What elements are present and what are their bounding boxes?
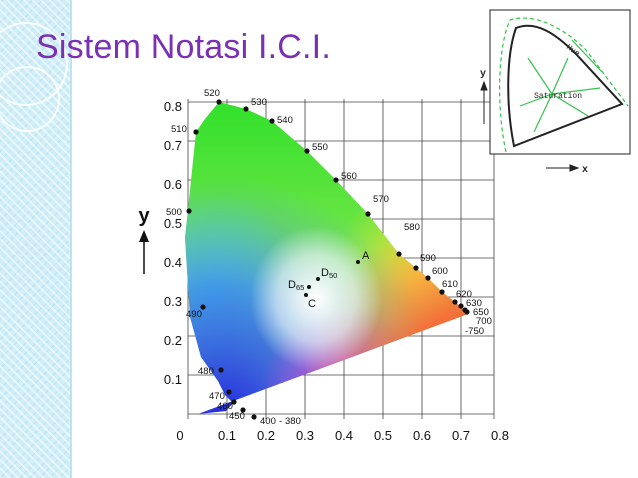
wavelength-label: 630 bbox=[466, 298, 482, 309]
inset-locus-outline bbox=[499, 17, 629, 153]
y-tick-label: 0.7 bbox=[164, 138, 182, 153]
y-tick-label: 0.6 bbox=[164, 177, 182, 192]
inset-saturation-label: Saturation bbox=[534, 92, 582, 101]
hue-saturation-inset-diagram: Hue Saturation y x bbox=[480, 9, 631, 176]
wavelength-label: -750 bbox=[465, 326, 484, 337]
illuminant-a-label: A bbox=[362, 250, 370, 262]
cie-chromaticity-diagram: 0 0.1 0.2 0.3 0.4 0.5 0.6 0.7 0.8 0.1 0.… bbox=[138, 88, 509, 443]
x-tick-label: 0.8 bbox=[491, 428, 509, 443]
wavelength-label: 700 bbox=[476, 316, 492, 327]
wavelength-label: 480 bbox=[198, 366, 214, 377]
y-axis-arrow-icon bbox=[139, 230, 149, 274]
decorative-circle bbox=[0, 66, 60, 132]
decorative-side-strip bbox=[0, 0, 72, 478]
y-tick-label: 0.8 bbox=[164, 99, 182, 114]
y-tick-label: 0.4 bbox=[164, 255, 182, 270]
illuminant-d50-label: D bbox=[321, 267, 329, 279]
y-tick-label: 0.2 bbox=[164, 333, 182, 348]
wavelength-label: 510 bbox=[171, 124, 187, 135]
y-tick-label: 0.1 bbox=[164, 372, 182, 387]
x-tick-label: 0.3 bbox=[296, 428, 314, 443]
wavelength-label: 650 bbox=[473, 307, 489, 318]
wavelength-label: 580 bbox=[404, 222, 420, 233]
wavelength-label: 460 bbox=[217, 401, 233, 412]
wavelength-label: 540 bbox=[277, 115, 293, 126]
wavelength-label: 500 bbox=[166, 207, 182, 218]
illuminant-d50-subscript: 50 bbox=[329, 271, 337, 280]
wavelength-label: 530 bbox=[251, 97, 267, 108]
wavelength-label: 450 bbox=[229, 411, 245, 422]
wavelength-label: 620 bbox=[456, 289, 472, 300]
x-tick-label: 0.4 bbox=[335, 428, 353, 443]
wavelength-label: 490 bbox=[186, 309, 202, 320]
wavelength-label: 550 bbox=[312, 142, 328, 153]
illuminant-points bbox=[304, 260, 360, 297]
wavelength-label: 470 bbox=[209, 391, 225, 402]
wavelength-label: 570 bbox=[373, 194, 389, 205]
illuminant-c-label: C bbox=[308, 298, 316, 310]
x-tick-label: 0.1 bbox=[218, 428, 236, 443]
wavelength-label: 590 bbox=[420, 253, 436, 264]
x-tick-label: 0.6 bbox=[413, 428, 431, 443]
inset-axes bbox=[480, 80, 580, 172]
wavelength-label: - bbox=[279, 416, 282, 427]
wavelength-label: 400 bbox=[260, 416, 276, 427]
slide-title: Sistem Notasi I.C.I. bbox=[36, 28, 331, 66]
spectral-locus-points bbox=[186, 99, 470, 420]
inset-x-label: x bbox=[582, 165, 588, 176]
wavelength-label: 610 bbox=[442, 279, 458, 290]
x-tick-label: 0.5 bbox=[374, 428, 392, 443]
y-tick-label: 0.3 bbox=[164, 294, 182, 309]
wavelength-label: 520 bbox=[204, 88, 220, 99]
wavelength-label: 380 bbox=[285, 416, 301, 427]
inset-arrows bbox=[519, 39, 603, 133]
x-tick-label: 0 bbox=[176, 428, 183, 443]
inset-y-label: y bbox=[480, 69, 486, 80]
x-tick-label: 0.2 bbox=[257, 428, 275, 443]
wavelength-label: 560 bbox=[341, 171, 357, 182]
y-axis-letter: y bbox=[138, 205, 150, 227]
illuminant-d65-label: D bbox=[288, 279, 296, 291]
illuminant-d65-subscript: 65 bbox=[296, 283, 304, 292]
y-tick-label: 0.5 bbox=[164, 216, 182, 231]
x-tick-label: 0.7 bbox=[452, 428, 470, 443]
wavelength-label: 600 bbox=[432, 266, 448, 277]
